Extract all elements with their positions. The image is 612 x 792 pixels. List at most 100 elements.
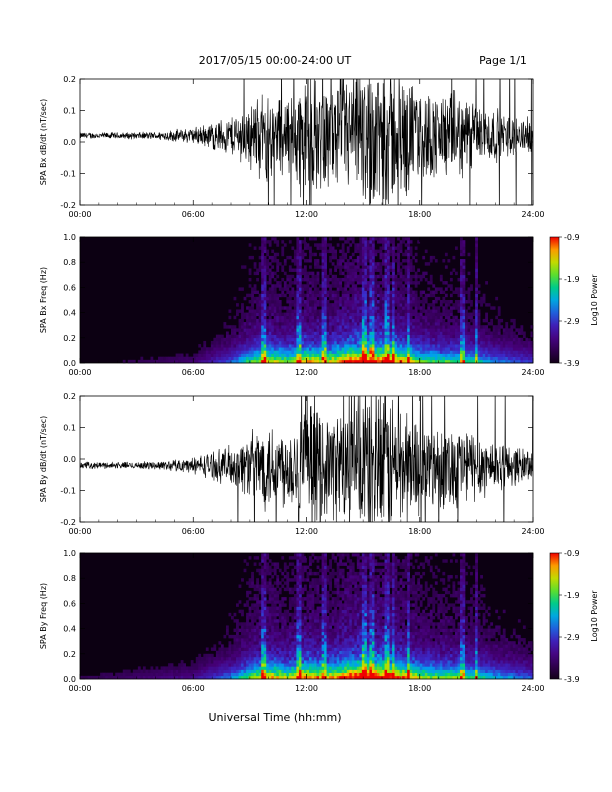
spectrogram-cell <box>366 293 370 298</box>
spectrogram-cell <box>236 638 239 642</box>
spectrogram-cell <box>462 274 466 279</box>
spectrogram-cell <box>303 340 307 345</box>
spectrogram-cell <box>311 593 315 598</box>
spectrogram-cell <box>414 322 418 326</box>
spectrogram-cell <box>376 347 380 351</box>
spectrogram-cell <box>268 609 272 614</box>
spectrogram-cell <box>306 334 310 339</box>
spectrogram-cell <box>379 334 383 339</box>
spectrogram-cell <box>271 259 275 263</box>
spectrogram-cell <box>366 284 370 288</box>
spectrogram-cell <box>442 353 446 357</box>
spectrogram-cell <box>236 660 239 664</box>
spectrogram-cell <box>233 641 237 645</box>
spectrogram-cell <box>354 249 358 254</box>
spectrogram-cell <box>286 672 290 677</box>
spectrogram-cell <box>316 300 320 304</box>
spectrogram-cell <box>492 306 496 310</box>
spectrogram-cell <box>382 306 385 310</box>
spectrogram-cell <box>301 340 305 345</box>
spectrogram-cell <box>190 675 194 680</box>
spectrogram-cell <box>253 350 257 354</box>
spectrogram-cell <box>303 353 307 357</box>
spectrogram-cell <box>477 337 481 342</box>
spectrogram-cell <box>283 322 287 326</box>
spectrogram-cell <box>298 284 302 288</box>
spectrogram-cell <box>429 309 433 313</box>
spectrogram-cell <box>346 284 350 288</box>
spectrogram-cell <box>301 240 305 244</box>
spectrogram-cell <box>251 293 254 298</box>
spectrogram-cell <box>512 337 516 342</box>
spectrogram-cell <box>301 293 305 298</box>
spectrogram-cell <box>258 625 262 629</box>
spectrogram-cell <box>397 334 400 339</box>
spectrogram-cell <box>379 274 383 279</box>
spectrogram-cell <box>298 246 302 250</box>
spectrogram-cell <box>248 306 252 310</box>
spectrogram-cell <box>485 350 488 354</box>
spectrogram-cell <box>281 337 285 342</box>
spectrogram-cell <box>258 562 262 566</box>
spectrogram-cell <box>268 306 272 310</box>
spectrogram-cell <box>188 672 192 677</box>
spectrogram-cell <box>316 309 320 313</box>
spectrogram-cell <box>346 240 350 244</box>
spectrogram-cell <box>301 353 305 357</box>
spectrogram-cell <box>485 312 488 317</box>
spectrogram-cell <box>376 356 380 361</box>
spectrogram-cell <box>261 625 265 629</box>
spectrogram-cell <box>203 344 207 348</box>
spectrogram-cell <box>248 347 252 351</box>
x-tick-label: 06:00 <box>182 527 205 536</box>
spectrogram-cell <box>399 300 403 304</box>
spectrogram-cell <box>314 625 317 629</box>
spectrogram-cell <box>444 328 448 332</box>
spectrogram-cell <box>231 331 234 335</box>
spectrogram-cell <box>371 262 375 266</box>
spectrogram-cell <box>354 271 358 276</box>
spectrogram-cell <box>462 265 466 269</box>
spectrogram-cell <box>387 237 390 241</box>
spectrogram-cell <box>253 597 257 601</box>
spectrogram-cell <box>319 669 322 673</box>
spectrogram-cell <box>238 672 242 677</box>
spectrogram-cell <box>278 353 282 357</box>
spectrogram-cell <box>487 353 491 357</box>
spectrogram-cell <box>447 318 451 323</box>
spectrogram-cell <box>366 340 370 345</box>
spectrogram-cell <box>125 669 129 673</box>
spectrogram-cell <box>293 597 297 601</box>
spectrogram-cell <box>490 322 494 326</box>
spectrogram-cell <box>163 356 166 361</box>
spectrogram-cell <box>492 356 496 361</box>
spectrogram-cell <box>301 603 305 607</box>
spectrogram-cell <box>460 303 463 307</box>
spectrogram-cell <box>344 303 348 307</box>
spectrogram-cell <box>281 644 285 648</box>
spectrogram-cell <box>296 672 300 677</box>
spectrogram-cell <box>236 647 239 651</box>
spectrogram-cell <box>319 556 322 560</box>
spectrogram-cell <box>100 675 103 680</box>
spectrogram-cell <box>371 293 375 298</box>
spectrogram-cell <box>243 638 247 642</box>
spectrogram-cell <box>512 318 516 323</box>
spectrogram-cell <box>449 271 453 276</box>
spectrogram-cell <box>273 337 277 342</box>
spectrogram-cell <box>303 641 307 645</box>
spectrogram-cell <box>268 287 272 291</box>
spectrogram-cell <box>374 331 378 335</box>
spectrogram-cell <box>349 325 353 329</box>
spectrogram-cell <box>427 356 431 361</box>
spectrogram-cell <box>371 271 375 276</box>
spectrogram-cell <box>145 672 149 677</box>
spectrogram-cell <box>394 340 398 345</box>
spectrogram-cell <box>238 359 242 364</box>
spectrogram-cell <box>296 281 300 285</box>
spectrogram-cell <box>409 300 413 304</box>
spectrogram-cell <box>256 312 259 317</box>
spectrogram-cell <box>341 249 345 254</box>
spectrogram-cell <box>248 638 252 642</box>
spectrogram-cell <box>243 340 247 345</box>
